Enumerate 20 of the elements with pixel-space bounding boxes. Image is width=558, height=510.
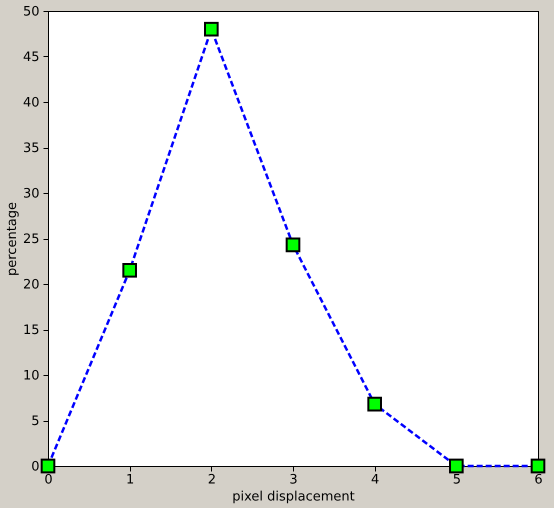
y-tick-label: 10 [22, 368, 40, 384]
y-tick-label: 15 [22, 323, 40, 338]
x-tick-label: 3 [289, 472, 298, 488]
y-tick-label: 35 [22, 141, 40, 156]
y-tick-label: 40 [22, 96, 40, 110]
y-tick-label: 50 [22, 4, 40, 20]
y-tick-label: 25 [22, 232, 40, 247]
x-tick-label: 2 [208, 472, 216, 488]
x-tick-label: 0 [44, 472, 53, 488]
y-tick-label: 5 [31, 414, 40, 429]
x-tick-label: 4 [371, 472, 380, 488]
x-tick-label: 1 [126, 472, 134, 488]
y-tick-label: 20 [22, 278, 40, 292]
y-tick-label: 45 [22, 50, 40, 65]
x-tick-label: 6 [534, 472, 543, 488]
y-axis-title: percentage [4, 202, 20, 276]
x-tick-label: 5 [452, 472, 461, 488]
y-tick-label: 0 [31, 460, 40, 474]
y-tick-label: 30 [22, 186, 40, 202]
x-axis-title: pixel displacement [232, 490, 355, 504]
